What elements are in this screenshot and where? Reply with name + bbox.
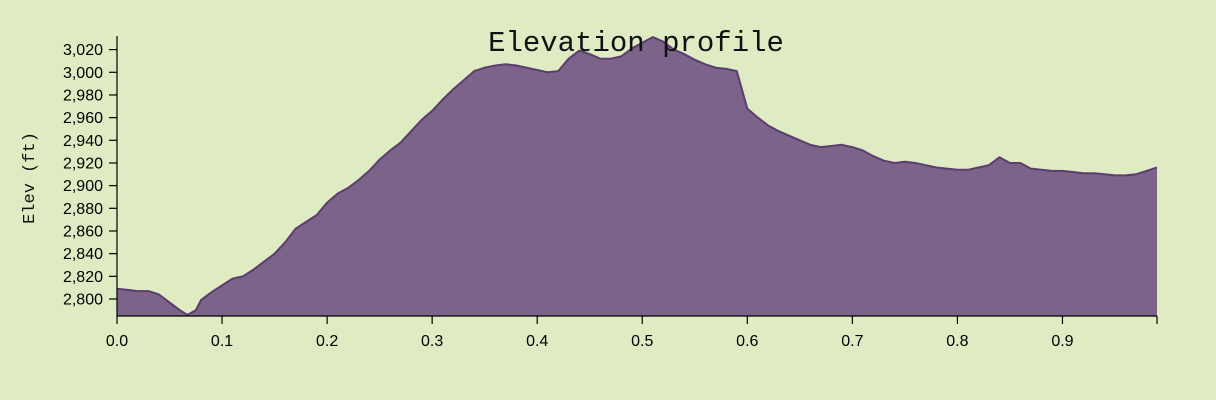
y-axis-label: Elev (ft) — [21, 132, 40, 224]
x-tick-label: 0.1 — [211, 333, 233, 350]
x-tick-label: 0.9 — [1051, 333, 1073, 350]
axes-layer: 0.0 0.1 0.2 0.3 0.4 0.5 0.6 0.7 0.8 0.9 2,800 2,820… — [63, 36, 1158, 350]
y-tick-label: 2,820 — [63, 269, 103, 286]
y-tick-label: 2,900 — [63, 178, 103, 195]
x-tick-label: 0.4 — [526, 333, 548, 350]
x-tick-label: 0.3 — [421, 333, 443, 350]
elevation-line-0 — [116, 36, 1158, 316]
x-tick-label: 0.5 — [631, 333, 653, 350]
y-tick-label: 2,860 — [63, 223, 103, 240]
y-tick-label: 3,000 — [63, 65, 103, 82]
y-tick-label: 2,980 — [63, 87, 103, 104]
area-layer — [116, 36, 1158, 316]
y-tick-label: 2,940 — [63, 133, 103, 150]
y-tick-label: 2,920 — [63, 155, 103, 172]
x-tick-label: 0.8 — [946, 333, 968, 350]
y-tick-label: 2,960 — [63, 110, 103, 127]
x-tick-label: 0.2 — [316, 333, 338, 350]
y-tick-label: 3,020 — [63, 42, 103, 59]
y-tick-label: 2,840 — [63, 246, 103, 263]
y-tick-label: 2,800 — [63, 291, 103, 308]
chart-title: Elevation profile — [488, 27, 784, 60]
elevation-area-0 — [117, 37, 1157, 316]
x-tick-label: 0.6 — [736, 333, 758, 350]
x-tick-label: 0.7 — [841, 333, 863, 350]
y-tick-label: 2,880 — [63, 201, 103, 218]
x-tick-label: 0.0 — [106, 333, 128, 350]
